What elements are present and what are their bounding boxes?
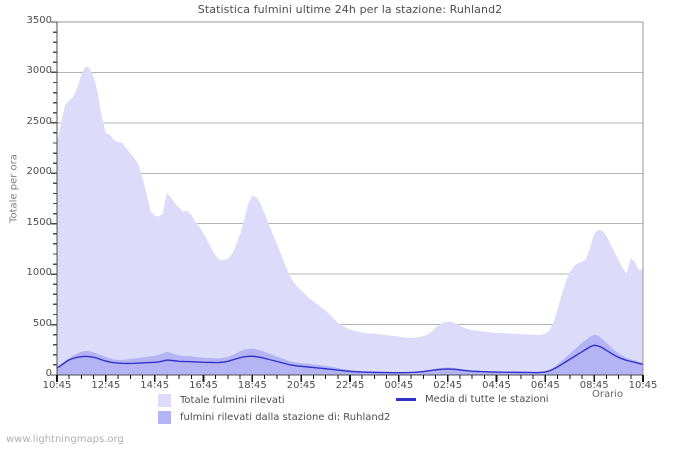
series-area-0 (57, 66, 643, 375)
x-tick-label: 10:45 (628, 380, 658, 391)
y-tick-label: 1500 (26, 216, 52, 228)
series-line-2 (56, 344, 644, 374)
y-tick-label: 3000 (26, 65, 52, 77)
y-tick-label: 2000 (26, 166, 52, 178)
x-tick-label: 04:45 (482, 380, 511, 391)
x-tick-label: 10:45 (42, 380, 72, 391)
legend-item[interactable]: Media di tutte le stazioni (396, 394, 549, 405)
legend-label: Totale fulmini rilevati (180, 395, 285, 406)
legend-item[interactable]: fulmini rilevati dalla stazione di: Ruhl… (158, 411, 390, 424)
legend-area-swatch (158, 411, 171, 424)
x-tick-label: 16:45 (189, 380, 218, 391)
series-area-1 (57, 334, 643, 375)
x-tick-label: 12:45 (91, 380, 121, 391)
y-tick-label: 500 (32, 317, 52, 329)
x-tick-label: 02:45 (433, 380, 463, 391)
x-tick-label: 20:45 (286, 380, 316, 391)
x-tick-label: 06:45 (530, 380, 560, 391)
legend-label: fulmini rilevati dalla stazione di: Ruhl… (180, 412, 391, 423)
y-tick-label: 0 (45, 368, 52, 379)
x-tick-label: 08:45 (579, 380, 609, 391)
x-axis-title: Orario (592, 389, 624, 400)
y-tick-label: 1000 (26, 267, 52, 279)
page-title: Statistica fulmini ultime 24h per la sta… (197, 3, 503, 16)
x-tick-label: 00:45 (384, 380, 414, 391)
y-tick-label: 3500 (26, 15, 52, 26)
x-tick-label: 22:45 (335, 380, 365, 391)
y-axis-tick-labels: 0 500 1000 1500 2000 2500 3000 3500 (0, 0, 52, 450)
legend-area-swatch (158, 394, 171, 407)
x-tick-label: 14:45 (140, 380, 170, 391)
legend-line-swatch (396, 398, 416, 401)
x-tick-label: 18:45 (237, 380, 267, 391)
y-tick-label: 2500 (26, 115, 52, 127)
legend-label: Media di tutte le stazioni (425, 394, 549, 405)
chart-legend: Totale fulmini rilevati fulmini rilevati … (0, 394, 700, 434)
legend-item[interactable]: Totale fulmini rilevati (158, 394, 285, 407)
watermark-footer: www.lightningmaps.org (6, 434, 124, 445)
